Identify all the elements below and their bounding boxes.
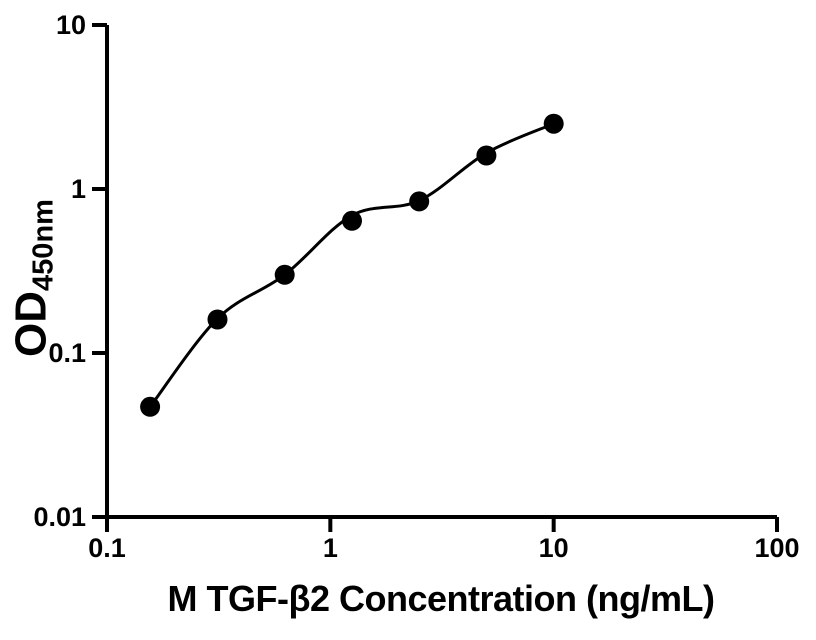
y-axis-title-subscript: 450nm [27,199,60,291]
data-point-marker [342,210,362,231]
x-tick-label: 10 [539,533,569,563]
y-axis-title-main: OD [6,290,56,357]
data-point-marker [409,191,430,212]
x-tick-label: 1 [323,533,338,563]
y-tick-label: 0.1 [48,338,86,368]
data-point-marker [476,145,497,166]
data-point-marker [543,113,564,134]
y-tick-label: 0.01 [33,502,86,532]
y-tick-label: 1 [71,174,86,204]
y-axis-title: OD450nm [6,199,60,357]
x-axis-title: M TGF-β2 Concentration (ng/mL) [167,578,715,619]
data-point-marker [207,309,228,330]
x-tick-label: 100 [754,533,799,563]
data-point-marker [140,396,161,417]
y-tick-label: 10 [56,10,86,40]
fit-curve [148,122,555,408]
x-tick-label: 0.1 [88,533,126,563]
data-point-marker [274,264,295,285]
